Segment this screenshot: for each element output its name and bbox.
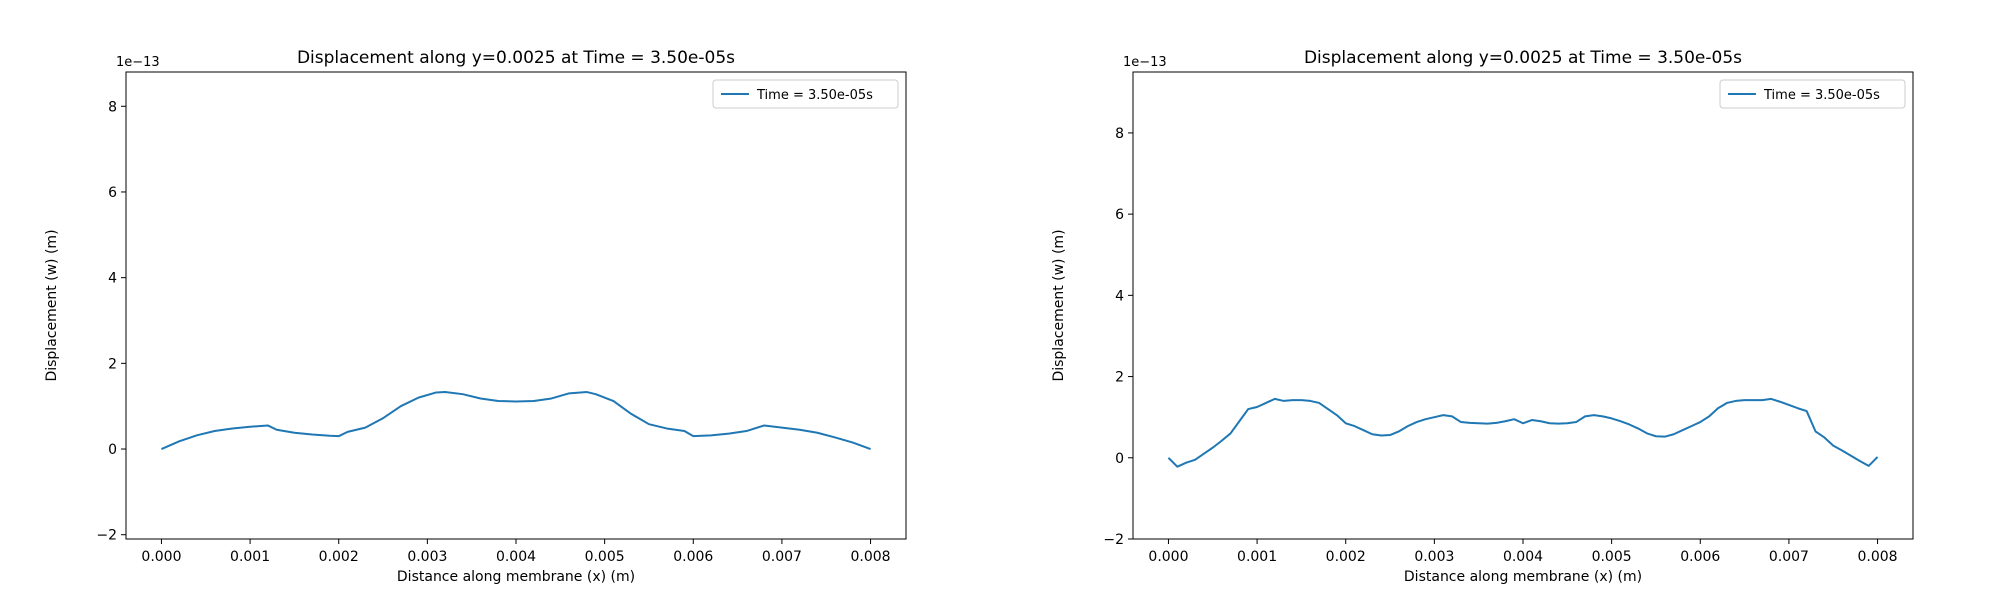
y-tick-label: 2 — [1115, 370, 1124, 386]
plot-frame — [126, 72, 906, 539]
series-line — [1168, 399, 1877, 467]
series-line — [161, 392, 870, 449]
y-tick-label: 8 — [108, 99, 117, 115]
x-axis-label: Distance along membrane (x) (m) — [397, 569, 635, 585]
x-tick-label: 0.004 — [1503, 549, 1543, 565]
y-tick-label: 8 — [1115, 126, 1124, 142]
y-axis-label: Displacement (w) (m) — [1051, 229, 1067, 381]
chart-panel-left: 0.000 0.001 0.002 0.003 0.004 0.005 0.006 0.007… — [44, 48, 906, 585]
x-tick-label: 0.004 — [496, 549, 536, 565]
y-tick-label: 0 — [1115, 451, 1124, 467]
x-tick-label: 0.005 — [1592, 549, 1632, 565]
y-tick-label: 6 — [108, 185, 117, 201]
x-tick-label: 0.006 — [1680, 549, 1720, 565]
chart-title: Displacement along y=0.0025 at Time = 3.… — [1304, 48, 1742, 68]
y-tick-label: 2 — [108, 356, 117, 372]
x-tick-label: 0.003 — [407, 549, 447, 565]
x-tick-label: 0.000 — [1148, 549, 1188, 565]
x-tick-label: 0.006 — [673, 549, 713, 565]
x-tick-label: 0.001 — [1237, 549, 1277, 565]
y-tick-label: 4 — [1115, 288, 1124, 304]
y-offset-label: 1e−13 — [1123, 55, 1167, 70]
x-tick-label: 0.008 — [1857, 549, 1897, 565]
y-tick-label: 4 — [108, 271, 117, 287]
chart-title: Displacement along y=0.0025 at Time = 3.… — [297, 48, 735, 68]
chart-panel-right: 0.000 0.001 0.002 0.003 0.004 0.005 0.006 0.007… — [1051, 48, 1913, 585]
y-tick-label: −2 — [1103, 532, 1124, 548]
plot-frame — [1133, 72, 1913, 539]
x-tick-label: 0.007 — [1769, 549, 1809, 565]
x-tick-label: 0.008 — [850, 549, 890, 565]
y-tick-label: −2 — [96, 528, 117, 544]
x-tick-label: 0.003 — [1414, 549, 1454, 565]
y-tick-label: 0 — [108, 442, 117, 458]
x-tick-label: 0.001 — [230, 549, 270, 565]
x-tick-label: 0.005 — [585, 549, 625, 565]
y-axis-label: Displacement (w) (m) — [44, 229, 60, 381]
x-tick-label: 0.002 — [1326, 549, 1366, 565]
x-tick-label: 0.000 — [141, 549, 181, 565]
x-tick-label: 0.007 — [762, 549, 802, 565]
legend-entry-label: Time = 3.50e-05s — [756, 88, 873, 103]
y-offset-label: 1e−13 — [116, 55, 160, 70]
x-tick-label: 0.002 — [319, 549, 359, 565]
x-axis-label: Distance along membrane (x) (m) — [1404, 569, 1642, 585]
y-tick-label: 6 — [1115, 207, 1124, 223]
legend-entry-label: Time = 3.50e-05s — [1763, 88, 1880, 103]
